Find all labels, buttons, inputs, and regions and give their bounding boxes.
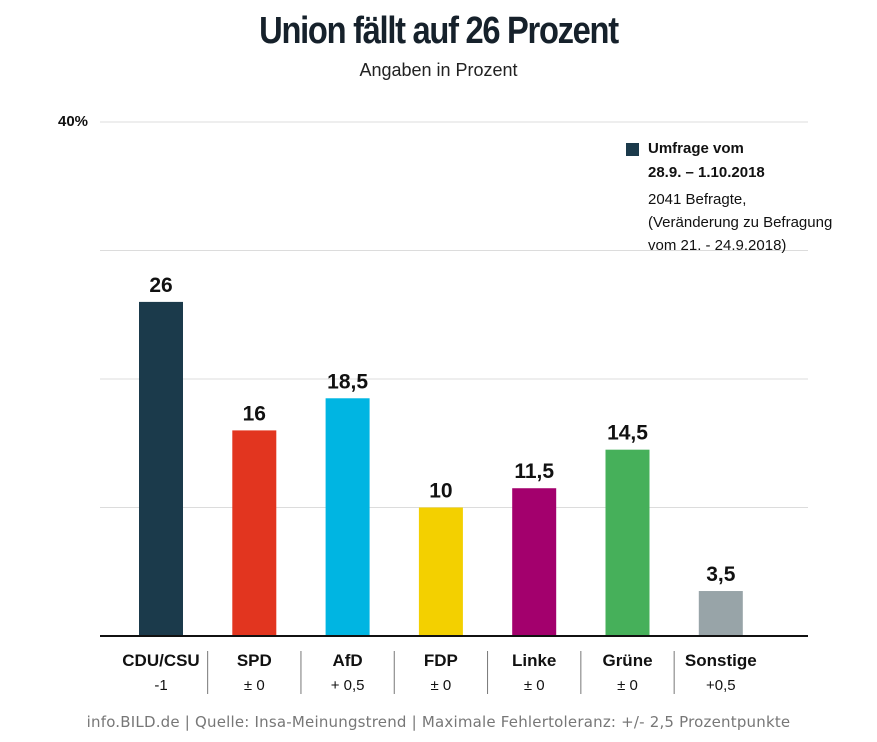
bar-value-label: 16 bbox=[243, 402, 266, 425]
bar-value-label: 18,5 bbox=[327, 370, 368, 393]
bar-value-label: 11,5 bbox=[514, 460, 554, 483]
chart-subtitle: Angaben in Prozent bbox=[359, 60, 518, 80]
change-label: ± 0 bbox=[524, 677, 545, 694]
bar bbox=[698, 591, 743, 636]
bar-value-label: 10 bbox=[429, 480, 452, 503]
category-label: Grüne bbox=[602, 651, 652, 670]
change-label: ± 0 bbox=[617, 677, 638, 694]
category-label: FDP bbox=[424, 651, 458, 670]
category-label: CDU/CSU bbox=[122, 651, 199, 670]
bar bbox=[512, 488, 557, 636]
legend-dates: 28.9. – 1.10.2018 bbox=[648, 164, 765, 181]
change-label: -1 bbox=[154, 677, 167, 694]
category-label: SPD bbox=[237, 651, 272, 670]
change-label: + 0,5 bbox=[331, 677, 365, 694]
bar bbox=[418, 507, 463, 636]
legend-title: Umfrage vom bbox=[648, 140, 744, 157]
bar bbox=[605, 449, 650, 636]
bar bbox=[139, 301, 183, 636]
legend-note: 2041 Befragte, (Veränderung zu Befragung… bbox=[648, 188, 877, 257]
category-label: Sonstige bbox=[685, 651, 757, 670]
chart-title: Union fällt auf 26 Prozent bbox=[259, 10, 619, 52]
category-label: Linke bbox=[512, 651, 556, 670]
change-label: ± 0 bbox=[431, 677, 452, 694]
bar-value-label: 3,5 bbox=[706, 563, 736, 586]
bar-value-label: 26 bbox=[149, 274, 172, 297]
bar-value-label: 14,5 bbox=[607, 422, 648, 445]
y-axis-max-label: 40% bbox=[58, 113, 89, 130]
source-footer: info.BILD.de | Quelle: Insa-Meinungstren… bbox=[86, 713, 791, 731]
category-label: AfD bbox=[332, 651, 362, 670]
legend-note-line: (Veränderung zu Befragung bbox=[648, 214, 833, 231]
legend-note-line: vom 21. - 24.9.2018) bbox=[648, 237, 787, 254]
bar bbox=[325, 398, 370, 636]
change-label: ± 0 bbox=[244, 677, 265, 694]
legend-note-line: 2041 Befragte, bbox=[648, 191, 747, 208]
legend-swatch bbox=[626, 143, 639, 156]
bar bbox=[232, 430, 277, 636]
change-label: +0,5 bbox=[706, 677, 736, 694]
